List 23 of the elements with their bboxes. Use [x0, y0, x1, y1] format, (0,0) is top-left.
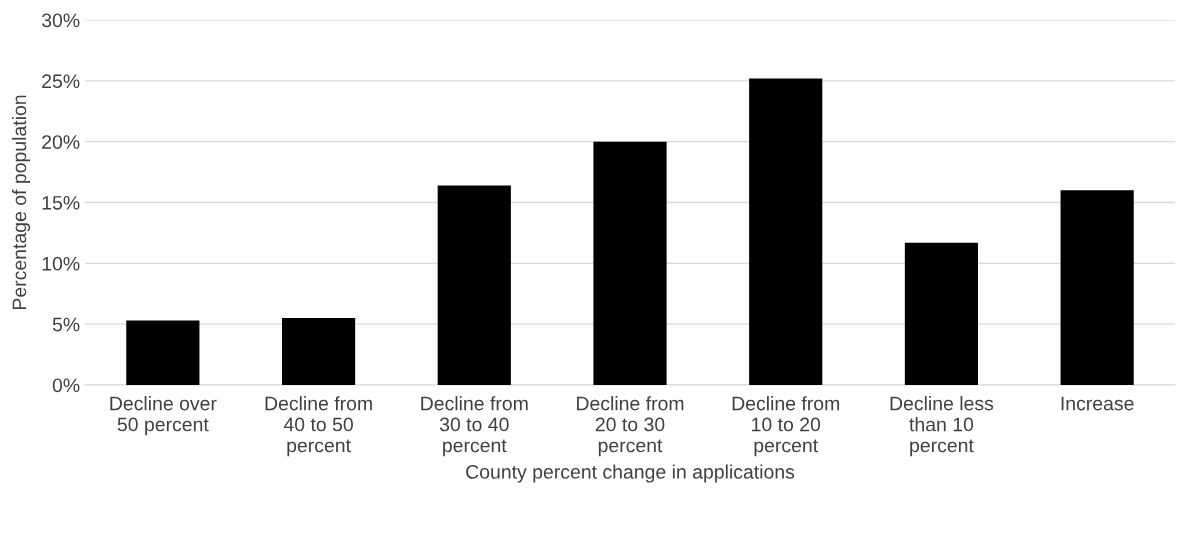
x-axis-title: County percent change in applications: [466, 464, 795, 483]
y-tick-label: 0%: [52, 378, 80, 393]
bar: [281, 318, 356, 385]
x-tick-label: Decline over 50 percent: [110, 396, 217, 436]
bar: [1060, 190, 1134, 385]
y-tick-label: 15%: [42, 196, 80, 210]
y-tick-label: 30%: [41, 13, 80, 28]
x-tick-label: Increase: [1061, 396, 1134, 411]
bar: [437, 185, 511, 385]
y-tick-label: 25%: [42, 74, 80, 89]
x-tick-label: Decline from 20 to 30 percent: [577, 396, 684, 457]
bar: [126, 320, 200, 385]
x-tick-label: Decline from 10 to 20 percent: [732, 396, 839, 457]
y-tick-label: 20%: [42, 135, 80, 149]
x-tick-label: Decline less than 10 percent: [890, 396, 994, 457]
x-tick-label: Decline from 40 to 50 percent: [265, 396, 372, 457]
y-tick-label: 10%: [42, 256, 80, 271]
bar: [749, 78, 823, 385]
y-axis-title: Percentage of population: [11, 95, 31, 309]
x-tick-label: Decline from 30 to 40 percent: [421, 396, 528, 457]
y-tick-label: 5%: [52, 317, 80, 332]
bar: [904, 242, 979, 385]
bar: [593, 141, 667, 385]
